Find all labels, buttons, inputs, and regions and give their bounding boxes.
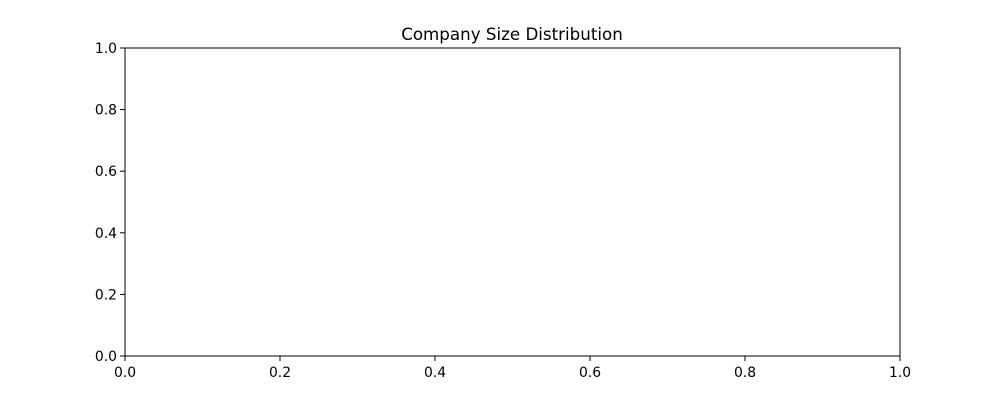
chart-title: Company Size Distribution — [401, 24, 623, 44]
x-tick-label: 0.8 — [734, 365, 756, 381]
y-tick-label: 0.6 — [95, 164, 117, 180]
x-tick-label: 0.2 — [269, 365, 291, 381]
axes-frame — [124, 47, 901, 357]
y-tick-label: 0.2 — [95, 287, 117, 303]
x-axis: 0.0 0.2 0.4 0.6 0.8 1.0 — [114, 356, 911, 381]
plot-area — [124, 47, 901, 357]
x-tick-label: 0.0 — [114, 365, 136, 381]
y-tick-label: 0.4 — [95, 226, 117, 242]
y-axis: 0.0 0.2 0.4 0.6 0.8 1.0 — [95, 41, 125, 365]
y-tick-label: 0.0 — [95, 349, 117, 365]
x-tick-label: 0.4 — [424, 365, 446, 381]
x-tick-label: 1.0 — [889, 365, 911, 381]
y-tick-label: 0.8 — [95, 103, 117, 119]
x-tick-label: 0.6 — [579, 365, 601, 381]
y-tick-label: 1.0 — [95, 41, 117, 57]
